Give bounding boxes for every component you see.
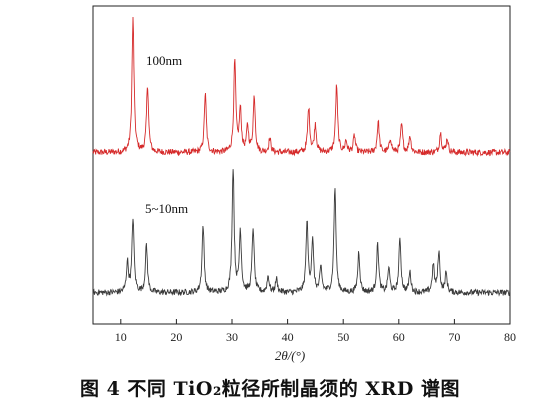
x-tick-label-80: 80 (504, 330, 516, 344)
figure-caption: 图 4 不同 TiO₂粒径所制晶须的 XRD 谱图 (79, 378, 461, 400)
x-tick-label-10: 10 (115, 330, 127, 344)
xrd-chart: 10 20 30 40 50 60 70 80 100nm 5~10nm 2θ/(°) (92, 5, 516, 363)
series-label-5-10nm: 5~10nm (145, 201, 188, 216)
x-tick-label-30: 30 (226, 330, 238, 344)
x-tick-label-70: 70 (448, 330, 460, 344)
x-axis-ticks: 10 20 30 40 50 60 70 80 (115, 319, 516, 344)
x-tick-label-60: 60 (393, 330, 405, 344)
x-axis-title: 2θ/(°) (275, 348, 305, 363)
xrd-traces (92, 16, 511, 297)
x-tick-label-20: 20 (170, 330, 182, 344)
plot-frame (92, 5, 511, 325)
series-line-1 (92, 169, 511, 297)
series-label-100nm: 100nm (146, 53, 182, 68)
x-tick-label-50: 50 (337, 330, 349, 344)
series-line-0 (92, 16, 511, 157)
x-tick-label-40: 40 (282, 330, 294, 344)
